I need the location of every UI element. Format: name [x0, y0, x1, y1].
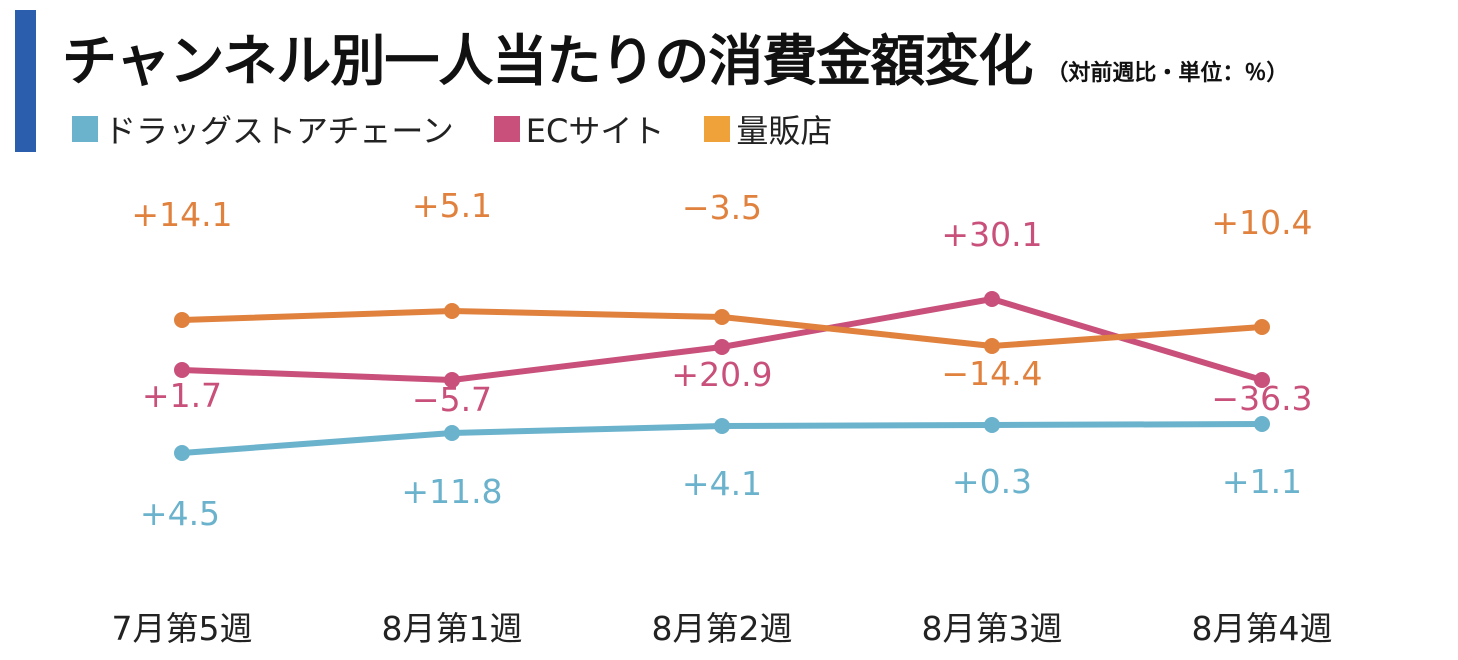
data-point-ec-2 [444, 372, 460, 388]
data-label-mass-retailer-4: −14.4 [941, 354, 1042, 393]
data-label-ec-2: −5.7 [412, 380, 492, 419]
x-tick-label-1: 7月第5週 [112, 609, 253, 648]
data-label-drugstore-1: +4.5 [140, 494, 220, 533]
legend-item-mass-retailer: 量販店 [704, 106, 832, 152]
x-tick-label-4: 8月第3週 [922, 609, 1063, 648]
data-label-mass-retailer-5: +10.4 [1211, 203, 1312, 242]
data-label-ec-1: +1.7 [142, 376, 222, 415]
data-label-ec-5: −36.3 [1211, 379, 1312, 418]
series-layer [174, 291, 1270, 461]
data-point-mass-retailer-3 [714, 309, 730, 325]
data-point-ec-5 [1254, 372, 1270, 388]
data-label-drugstore-4: +0.3 [952, 462, 1032, 501]
data-label-mass-retailer-2: +5.1 [412, 186, 492, 225]
data-label-drugstore-2: +11.8 [401, 472, 502, 511]
data-point-mass-retailer-5 [1254, 319, 1270, 335]
legend-swatch-ec [493, 116, 520, 142]
data-label-ec-3: +20.9 [671, 355, 772, 394]
data-point-drugstore-4 [984, 417, 1000, 433]
title-row: チャンネル別一人当たりの消費金額変化 （対前週比・単位：％） [62, 16, 1288, 96]
data-label-ec-4: +30.1 [941, 215, 1042, 254]
data-point-ec-1 [174, 362, 190, 378]
data-point-mass-retailer-2 [444, 303, 460, 319]
legend-label-mass-retailer: 量販店 [736, 112, 833, 150]
x-tick-label-2: 8月第1週 [382, 609, 523, 648]
x-tick-label-5: 8月第4週 [1192, 609, 1333, 648]
legend-swatch-mass-retailer [704, 116, 731, 142]
legend: ドラッグストアチェーン ECサイト 量販店 [72, 106, 872, 152]
data-point-drugstore-5 [1254, 416, 1270, 432]
x-tick-label-3: 8月第2週 [652, 609, 793, 648]
data-point-drugstore-2 [444, 425, 460, 441]
data-point-ec-4 [984, 291, 1000, 307]
legend-label-drugstore: ドラッグストアチェーン [104, 112, 454, 150]
data-point-drugstore-1 [174, 445, 190, 461]
legend-swatch-drugstore [72, 116, 98, 142]
data-point-ec-3 [714, 339, 730, 355]
data-label-drugstore-5: +1.1 [1222, 462, 1302, 501]
data-label-mass-retailer-3: −3.5 [682, 188, 762, 227]
legend-label-ec: ECサイト [525, 112, 665, 150]
chart-title: チャンネル別一人当たりの消費金額変化 [62, 29, 1033, 93]
legend-item-ec: ECサイト [493, 106, 665, 152]
chart-subtitle: （対前週比・単位：％） [1046, 61, 1289, 86]
title-accent-bar [15, 10, 36, 152]
data-label-layer: +4.5 +11.8 +4.1 +0.3 +1.1 +1.7 −5.7 +20.9 +30.1 −… [131, 186, 1312, 533]
data-label-mass-retailer-1: +14.1 [131, 195, 232, 234]
data-point-mass-retailer-4 [984, 338, 1000, 354]
data-label-drugstore-3: +4.1 [682, 464, 762, 503]
data-point-drugstore-3 [714, 418, 730, 434]
x-axis-ticks: 7月第5週 8月第1週 8月第2週 8月第3週 8月第4週 [112, 609, 1333, 648]
data-point-mass-retailer-1 [174, 312, 190, 328]
legend-item-drugstore: ドラッグストアチェーン [72, 106, 454, 152]
